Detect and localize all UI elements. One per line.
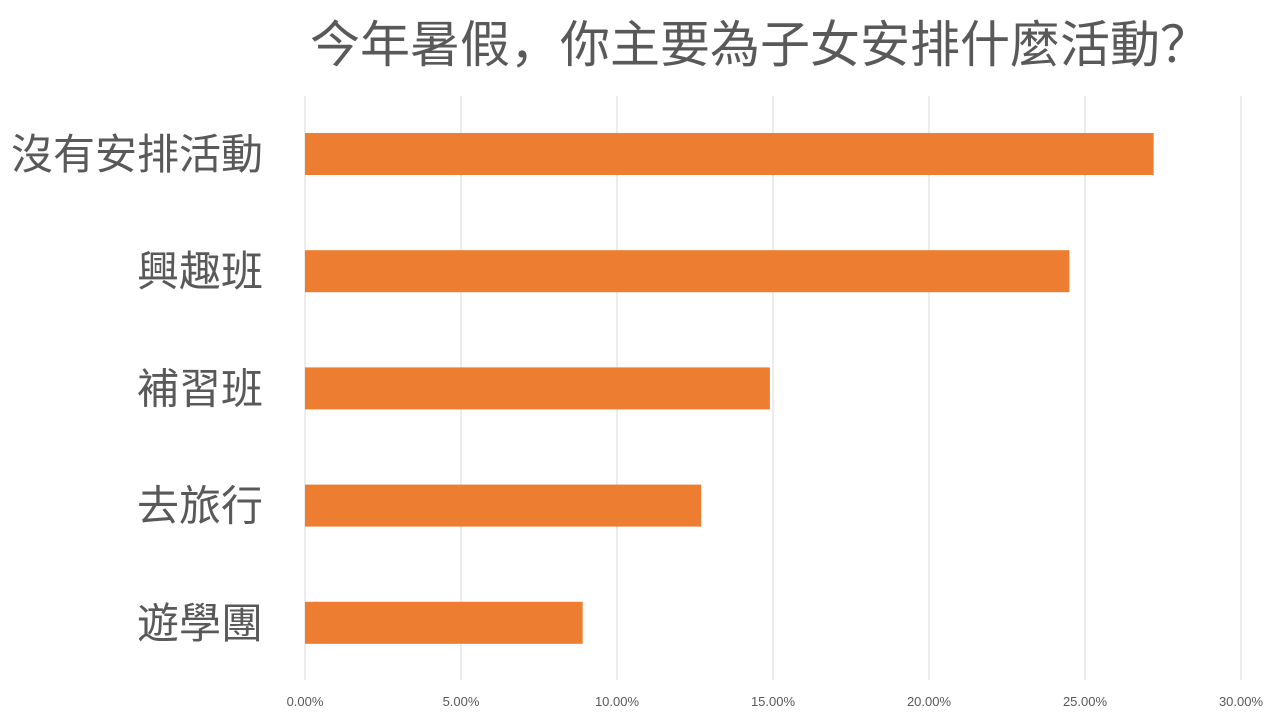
x-tick-label: 0.00%	[287, 694, 324, 709]
category-label: 遊學團	[137, 599, 263, 648]
bar	[305, 133, 1154, 175]
x-tick-label: 30.00%	[1219, 694, 1264, 709]
x-tick-label: 20.00%	[907, 694, 952, 709]
bar	[305, 484, 702, 527]
x-axis-tick-labels: 0.00% 5.00% 10.00% 15.00% 20.00% 25.00% 30.00%	[287, 694, 1264, 709]
category-label: 去旅行	[137, 482, 263, 531]
bars	[305, 133, 1154, 644]
x-tick-label: 5.00%	[443, 694, 480, 709]
x-tick-label: 25.00%	[1063, 694, 1108, 709]
category-label: 沒有安排活動	[11, 130, 263, 179]
bar	[305, 250, 1070, 293]
bar	[305, 367, 770, 410]
category-label: 補習班	[137, 364, 263, 413]
bar	[305, 601, 583, 644]
category-label: 興趣班	[137, 247, 263, 296]
x-tick-label: 15.00%	[751, 694, 796, 709]
chart-title: 今年暑假，你主要為子女安排什麼活動？	[310, 16, 1210, 74]
x-tick-label: 10.00%	[595, 694, 640, 709]
